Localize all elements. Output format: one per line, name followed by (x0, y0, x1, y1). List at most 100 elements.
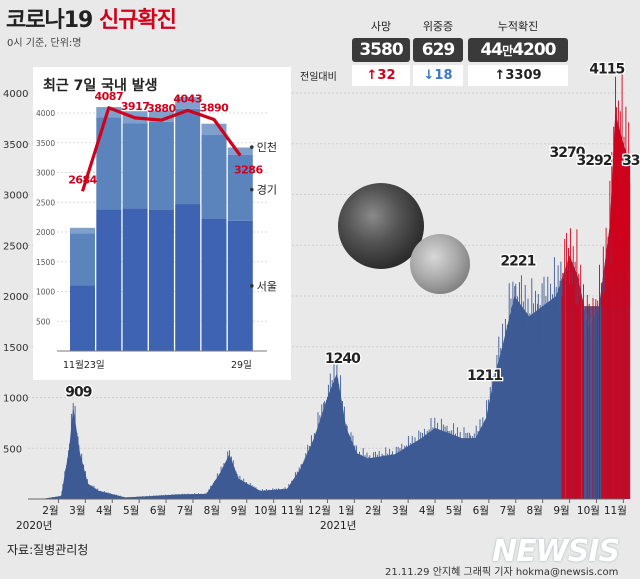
virus-icon (410, 234, 470, 294)
y-tick-label: 1000 (3, 394, 28, 405)
inset-series-label: 경기 (257, 184, 277, 197)
stat-cumulative-unit: 만 (502, 44, 513, 58)
x-tick-label: 9월 (231, 505, 247, 517)
inset-bar-서울 (175, 204, 201, 351)
inset-series-marker (250, 145, 254, 149)
stat-death-value: 3580 (352, 38, 410, 62)
x-tick-label: 9월 (553, 505, 569, 517)
y-tick-label: 3000 (3, 191, 28, 202)
inset-y-tick-label: 4000 (36, 109, 55, 118)
x-tick-label: 7월 (177, 505, 193, 517)
annotation-label: 909 (65, 385, 91, 401)
compare-label: 전일대비 (300, 72, 337, 83)
inset-bar-서울 (148, 209, 174, 351)
inset-series-label: 서울 (257, 280, 277, 293)
x-tick-label: 8월 (204, 505, 220, 517)
inset-x-label: 11월23일 (63, 359, 105, 371)
x-tick-label: 11월 (281, 505, 304, 517)
inset-y-tick-label: 3000 (36, 169, 55, 178)
year-label: 2021년 (320, 520, 356, 532)
annotation-label: 1240 (325, 351, 361, 367)
inset-bar-서울 (96, 209, 122, 351)
up-arrow-icon: ↑ (494, 68, 506, 83)
inset-line-label: 4043 (173, 92, 202, 105)
inset-bar-인천 (227, 147, 253, 155)
stat-cumulative-main: 44 (480, 40, 503, 60)
x-tick-label: 6월 (150, 505, 166, 517)
inset-y-tick-label: 2500 (36, 198, 55, 207)
inset-bar-경기 (175, 108, 201, 205)
stat-critical-label: 위중증 (422, 20, 454, 33)
inset-series-marker (250, 187, 254, 192)
newsis-logo: NEWSIS (492, 534, 620, 569)
annotation-label: 3292 (577, 153, 612, 169)
inset-line-label: 4087 (94, 90, 123, 103)
stat-death-label: 사망 (370, 20, 392, 33)
stat-cumulative-label: 누적확진 (497, 20, 539, 33)
x-tick-label: 6월 (473, 505, 489, 517)
inset-bar-서울 (201, 218, 227, 351)
x-tick-label: 12월 (308, 505, 331, 517)
page-subtitle: 0시 기준, 단위:명 (7, 38, 82, 49)
inset-line-series (80, 106, 242, 192)
x-tick-label: 2월 (42, 505, 58, 517)
inset-y-tick-label: 3500 (36, 139, 55, 148)
x-tick-label: 11월 (604, 505, 627, 517)
inset-bar-경기 (70, 233, 95, 286)
x-tick-label: 10월 (577, 505, 600, 517)
x-tick-label: 10월 (254, 505, 277, 517)
x-tick-label: 5월 (123, 505, 139, 517)
stat-cumulative-rest: 4200 (512, 40, 556, 60)
inset-panel: 최근 7일 국내 발생 500 1000 1500 2000 2500 3000 3500 4… (33, 67, 291, 380)
stat-critical-change: ↓18 (413, 65, 463, 86)
stat-death-change: ↑32 (352, 65, 410, 86)
inset-title: 최근 7일 국내 발생 (43, 78, 158, 94)
inset-bar-서울 (70, 285, 95, 351)
title-main: 코로나19 (6, 8, 93, 33)
inset-bar-인천 (148, 110, 174, 122)
inset-bar-chart: 500 1000 1500 2000 2500 3000 3500 4000 서울 경기 인천 268… (36, 90, 277, 371)
virus-icon (338, 183, 424, 269)
up-arrow-icon: ↑ (366, 68, 378, 83)
inset-x-label: 29일 (231, 360, 252, 371)
annotation-label: 2221 (500, 254, 535, 270)
x-tick-label: 7월 (500, 505, 516, 517)
y-tick-label: 3500 (3, 140, 28, 151)
page-title: 코로나19 신규확진 (6, 2, 177, 34)
inset-bar-서울 (122, 208, 148, 351)
year-label: 2020년 (16, 520, 52, 532)
y-tick-label: 1500 (3, 343, 28, 354)
annotation-label: 3309 (622, 153, 640, 169)
stat-cumulative-value: 44만4200 (468, 38, 568, 62)
inset-y-tick-label: 1500 (36, 258, 55, 267)
inset-bar-인천 (175, 96, 201, 109)
inset-series-label: 인천 (257, 140, 277, 154)
x-tick-label: 2월 (365, 505, 381, 517)
source-text: 자료:질병관리청 (7, 543, 89, 557)
inset-bar-인천 (70, 227, 95, 234)
down-arrow-icon: ↓ (423, 68, 435, 83)
inset-line-label: 3286 (234, 163, 263, 176)
annotation-label: 4115 (589, 61, 624, 77)
y-tick-label: 2500 (3, 241, 28, 252)
inset-line-label: 3880 (147, 102, 176, 115)
x-tick-label: 1월 (338, 505, 354, 517)
x-tick-label: 5월 (446, 505, 462, 517)
annotation-label: 1211 (467, 368, 502, 384)
title-accent: 신규확진 (99, 8, 177, 33)
credit-text: 21.11.29 안지혜 그래픽 기자 hokma@newsis.com (385, 567, 619, 578)
inset-bar-서울 (227, 220, 253, 351)
x-tick-label: 3월 (392, 505, 408, 517)
y-tick-label: 4000 (3, 89, 28, 100)
x-tick-label: 8월 (526, 505, 542, 517)
inset-bar-경기 (122, 123, 148, 209)
x-tick-label: 4월 (96, 505, 112, 517)
inset-line-label: 2684 (68, 173, 97, 186)
annotation-label: 3270 (550, 145, 586, 161)
inset-y-tick-label: 500 (36, 317, 51, 326)
stat-critical-value: 629 (413, 38, 463, 62)
stat-cumulative-change: ↑3309 (468, 65, 568, 86)
y-tick-label: 500 (3, 444, 22, 455)
inset-line-label: 3890 (200, 102, 229, 115)
